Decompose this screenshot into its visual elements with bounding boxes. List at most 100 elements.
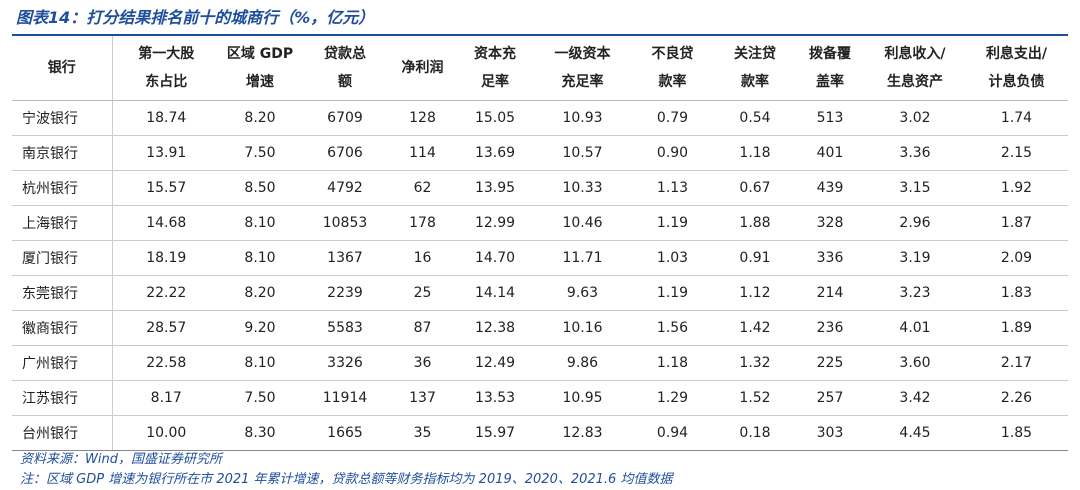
cell: 6709 [300,100,390,136]
cell: 257 [795,380,865,416]
cell: 10853 [300,205,390,241]
cell: 3.02 [865,100,965,136]
cell: 1.56 [630,310,715,346]
cell: 3.15 [865,170,965,206]
header-cell: 资本充 足率 [455,35,535,101]
cell: 3.19 [865,240,965,276]
header-text: 计息负债 [988,74,1045,90]
cell: 1.18 [715,135,795,171]
table-row: 江苏银行 8.17 7.50 11914 137 13.53 10.95 1.29 1.52 25… [12,380,1068,416]
header-cell: 拨备覆 盖率 [795,35,865,101]
cell: 1.83 [965,275,1068,311]
cell: 1.89 [965,310,1068,346]
header-text: 银行 [47,60,76,76]
cell: 2239 [300,275,390,311]
table-row: 东莞银行 22.22 8.20 2239 25 14.14 9.63 1.19 1.12 214 3… [12,275,1068,311]
cell: 18.19 [112,240,220,276]
cell: 10.93 [535,100,630,136]
header-cell: 贷款总额 [300,35,390,101]
cell: 13.53 [455,380,535,416]
header-text: 一级资本 [554,46,611,62]
title: 图表14：打分结果排名前十的城商行（%，亿元） [16,8,375,27]
cell: 303 [795,415,865,451]
header-text: 关注贷 [734,46,776,62]
cell: 6706 [300,135,390,171]
bank-name: 东莞银行 [12,275,113,311]
cell: 11914 [300,380,390,416]
header-text: 增速 [246,74,274,90]
bank-name: 宁波银行 [12,100,113,136]
table: 银行 第一大股 东占比 区域 GDP 增速 贷款总额净利润 资本充 足率 一级资本 充足率 不良贷款… [12,34,1068,451]
source-note: 资料来源：Wind，国盛证券研究所 [20,452,222,467]
cell: 2.15 [965,135,1068,171]
cell: 137 [390,380,455,416]
cell: 25 [390,275,455,311]
cell: 439 [795,170,865,206]
cell: 1.29 [630,380,715,416]
cell: 401 [795,135,865,171]
cell: 10.33 [535,170,630,206]
bank-name: 江苏银行 [12,380,113,416]
cell: 8.17 [112,380,220,416]
cell: 1.52 [715,380,795,416]
cell: 214 [795,275,865,311]
cell: 1.92 [965,170,1068,206]
cell: 11.71 [535,240,630,276]
cell: 0.90 [630,135,715,171]
cell: 1.19 [630,275,715,311]
cell: 14.70 [455,240,535,276]
cell: 1.85 [965,415,1068,451]
cell: 0.18 [715,415,795,451]
cell: 8.10 [220,240,300,276]
cell: 1.13 [630,170,715,206]
header-text: 额 [338,74,352,90]
cell: 1.12 [715,275,795,311]
cell: 8.10 [220,345,300,381]
header-cell: 不良贷 款率 [630,35,715,101]
cell: 10.95 [535,380,630,416]
header-text: 款率 [658,74,687,90]
header-cell: 一级资本 充足率 [535,35,630,101]
cell: 128 [390,100,455,136]
cell: 8.10 [220,205,300,241]
table-row: 厦门银行 18.19 8.10 1367 16 14.70 11.71 1.03 0.91 336… [12,240,1068,276]
cell: 13.69 [455,135,535,171]
cell: 15.05 [455,100,535,136]
header-text: 贷款总 [324,46,366,62]
cell: 22.58 [112,345,220,381]
cell: 9.86 [535,345,630,381]
cell: 15.97 [455,415,535,451]
table-row: 南京银行 13.91 7.50 6706 114 13.69 10.57 0.90 1.18 40… [12,135,1068,171]
header-text: 利息收入/ [884,46,946,62]
table-row: 广州银行 22.58 8.10 3326 36 12.49 9.86 1.18 1.32 225 3… [12,345,1068,381]
header-cell: 关注贷 款率 [715,35,795,101]
cell: 2.96 [865,205,965,241]
cell: 1.42 [715,310,795,346]
cell: 3326 [300,345,390,381]
cell: 0.94 [630,415,715,451]
cell: 62 [390,170,455,206]
table-row: 台州银行 10.00 8.30 1665 35 15.97 12.83 0.94 0.18 303… [12,415,1068,451]
cell: 2.17 [965,345,1068,381]
cell: 336 [795,240,865,276]
cell: 1.74 [965,100,1068,136]
header-text: 不良贷 [651,46,694,62]
cell: 9.20 [220,310,300,346]
cell: 0.67 [715,170,795,206]
cell: 1.87 [965,205,1068,241]
cell: 1665 [300,415,390,451]
cell: 0.54 [715,100,795,136]
cell: 28.57 [112,310,220,346]
cell: 1.18 [630,345,715,381]
cell: 4.01 [865,310,965,346]
header-text: 生息资产 [887,74,943,90]
header-cell: 利息收入/生息资产 [865,35,965,101]
cell: 9.63 [535,275,630,311]
cell: 3.36 [865,135,965,171]
cell: 225 [795,345,865,381]
bank-name: 厦门银行 [12,240,113,276]
cell: 8.20 [220,100,300,136]
cell: 0.79 [630,100,715,136]
bank-name: 广州银行 [12,345,113,381]
header-cell: 利息支出/计息负债 [965,35,1068,101]
